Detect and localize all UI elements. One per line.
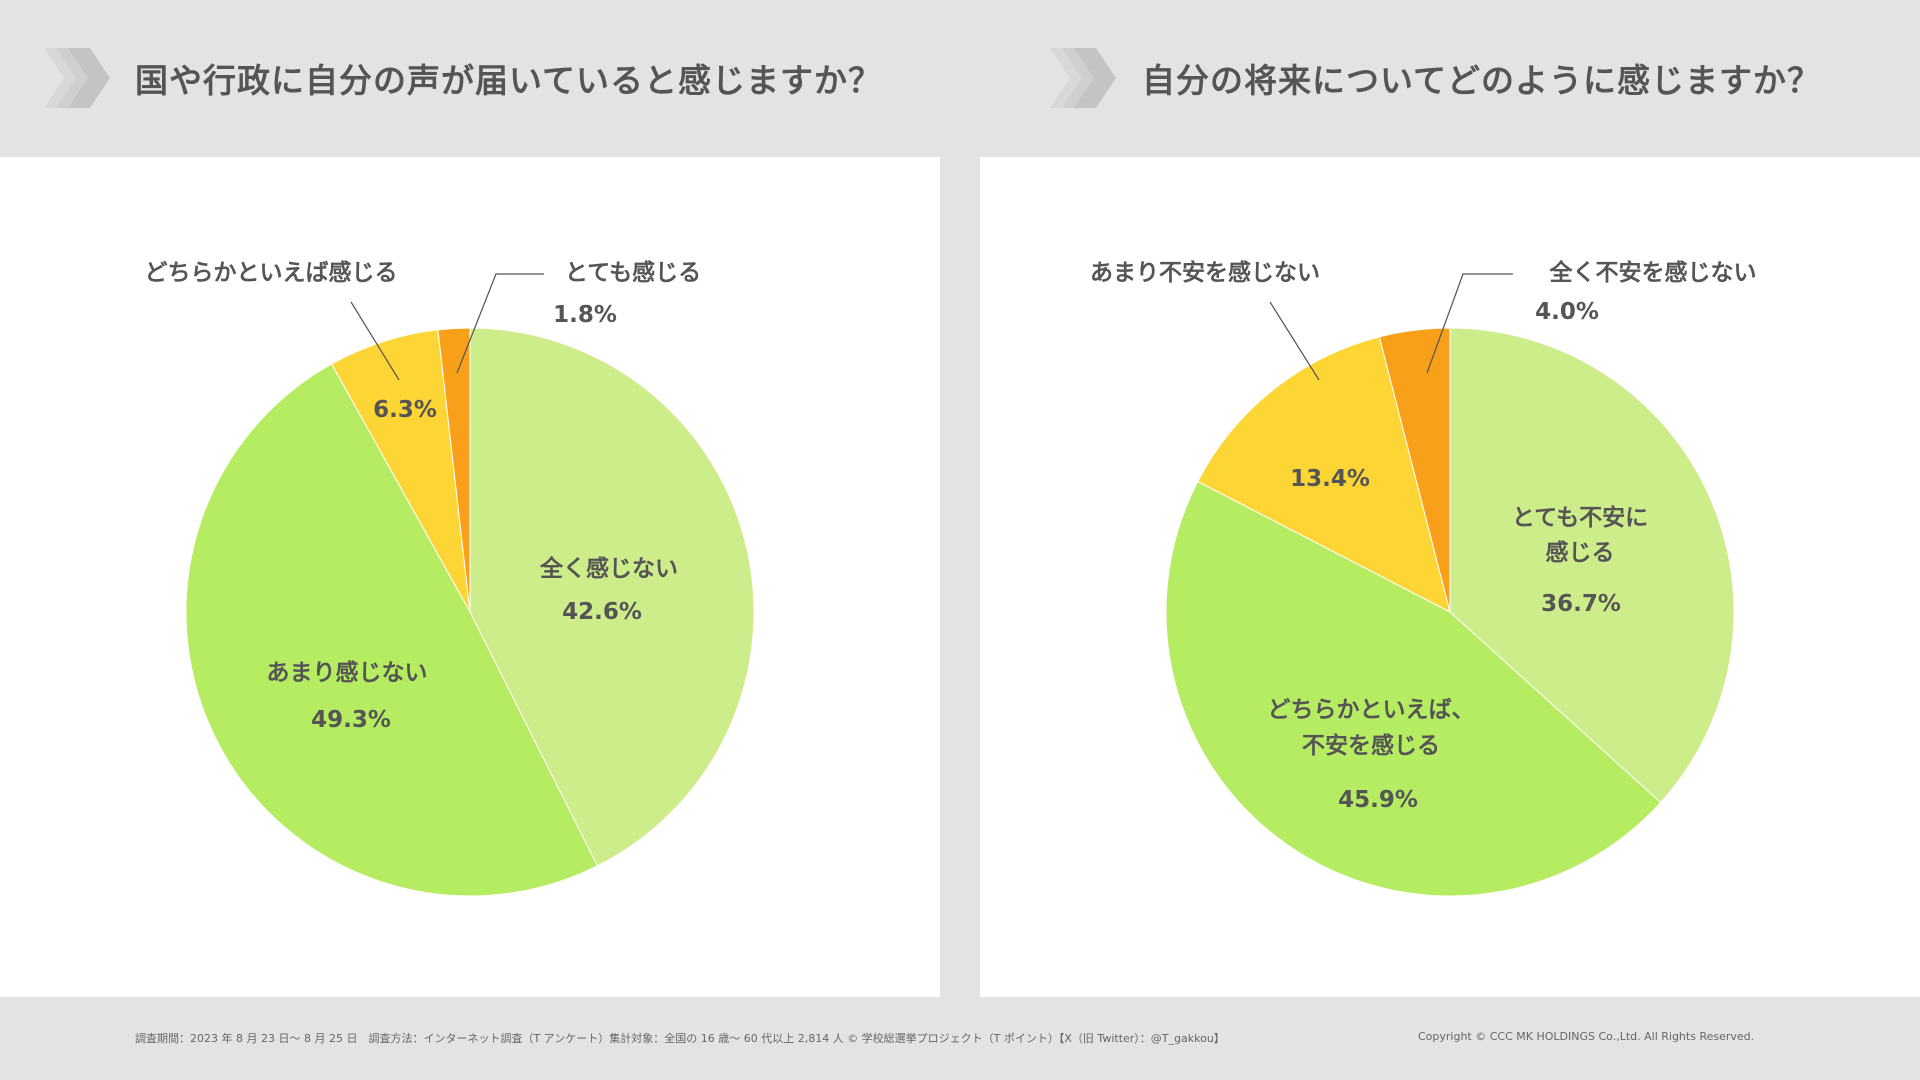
leader-line (1426, 273, 1513, 374)
data-label: 13.4% (1290, 466, 1370, 492)
pie-slice (1449, 327, 1735, 804)
pie-slice (437, 327, 471, 613)
data-label: 4.0% (1535, 299, 1599, 325)
data-label: 49.3% (311, 707, 391, 733)
data-label: 6.3% (373, 397, 437, 423)
pie-chart (1165, 273, 1735, 897)
left-chart-panel: 全く感じない 42.6% あまり感じない 49.3% どちらかといえば感じる 6… (0, 157, 940, 997)
pie-chart (185, 273, 755, 897)
slice-label: あまり感じない (266, 660, 428, 686)
left-header: 国や行政に自分の声が届いていると感じますか？ (0, 0, 940, 157)
leader-line (1269, 301, 1320, 381)
right-chart-panel: とても不安に 感じる 36.7% どちらかといえば、 不安を感じる 45.9% … (980, 157, 1920, 997)
slice-label: あまり不安を感じない (1090, 260, 1320, 286)
leader-line (456, 273, 544, 374)
slice-label: とても不安に (1511, 505, 1649, 531)
chart-title: 国や行政に自分の声が届いていると感じますか？ (135, 61, 883, 100)
survey-info: 調査期間：2023 年 8 月 23 日～ 8 月 25 日 調査方法：インター… (135, 1032, 1225, 1045)
slice-label: 感じる (1545, 540, 1615, 566)
chevron-right-icon (44, 48, 110, 108)
leader-line (350, 301, 400, 381)
pie-slice (469, 327, 755, 867)
slice-label: 全く不安を感じない (1549, 260, 1757, 286)
data-label: 45.9% (1338, 787, 1418, 813)
data-label: 36.7% (1541, 591, 1621, 617)
pie-slice (1378, 327, 1451, 613)
slice-label: どちらかといえば感じる (144, 260, 398, 286)
slice-label: 不安を感じる (1302, 733, 1440, 759)
copyright: Copyright © CCC MK HOLDINGS Co.,Ltd. All… (1418, 1030, 1755, 1043)
data-label: 1.8% (553, 302, 617, 328)
chevron-right-icon (1050, 48, 1116, 108)
right-header: 自分の将来についてどのように感じますか？ (980, 0, 1920, 157)
slice-label: 全く感じない (540, 556, 678, 582)
chart-title: 自分の将来についてどのように感じますか？ (1142, 61, 1822, 100)
slice-label: どちらかといえば、 (1267, 697, 1475, 723)
pie-slice (330, 329, 471, 613)
pie-slice (1197, 336, 1451, 613)
data-label: 42.6% (562, 599, 642, 625)
pie-slice (185, 363, 599, 897)
pie-slice (1165, 480, 1662, 897)
slice-label: とても感じる (564, 260, 702, 286)
